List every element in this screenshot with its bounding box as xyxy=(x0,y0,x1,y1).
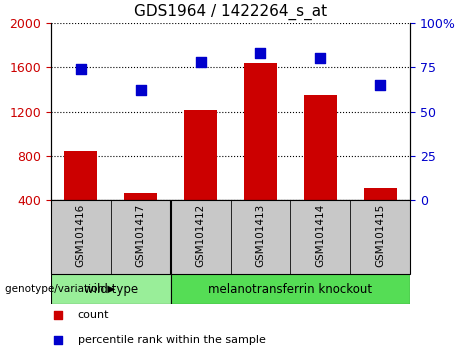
Text: GSM101412: GSM101412 xyxy=(195,204,206,267)
Bar xyxy=(124,193,157,244)
Point xyxy=(377,82,384,88)
Text: GSM101417: GSM101417 xyxy=(136,204,146,267)
Bar xyxy=(51,200,111,274)
Text: count: count xyxy=(77,309,109,320)
Bar xyxy=(244,63,277,244)
Bar xyxy=(364,188,397,244)
Point xyxy=(54,312,62,318)
Point xyxy=(257,50,264,56)
Text: GSM101416: GSM101416 xyxy=(76,204,86,267)
Bar xyxy=(51,274,171,304)
Text: GSM101415: GSM101415 xyxy=(375,204,385,267)
Text: wild type: wild type xyxy=(83,283,138,296)
Title: GDS1964 / 1422264_s_at: GDS1964 / 1422264_s_at xyxy=(134,4,327,20)
Bar xyxy=(64,152,97,244)
Bar xyxy=(304,95,337,244)
Text: GSM101413: GSM101413 xyxy=(255,204,266,267)
Bar xyxy=(184,110,217,244)
Text: GSM101414: GSM101414 xyxy=(315,204,325,267)
Point xyxy=(317,56,324,61)
Text: percentile rank within the sample: percentile rank within the sample xyxy=(77,335,266,346)
Bar xyxy=(230,200,290,274)
Bar xyxy=(350,200,410,274)
Point xyxy=(77,66,84,72)
Point xyxy=(137,87,144,93)
Bar xyxy=(171,274,410,304)
Bar xyxy=(290,200,350,274)
Point xyxy=(54,337,62,343)
Point xyxy=(197,59,204,65)
Text: genotype/variation ▶: genotype/variation ▶ xyxy=(5,284,115,295)
Bar xyxy=(111,200,171,274)
Text: melanotransferrin knockout: melanotransferrin knockout xyxy=(208,283,372,296)
Bar xyxy=(171,200,230,274)
